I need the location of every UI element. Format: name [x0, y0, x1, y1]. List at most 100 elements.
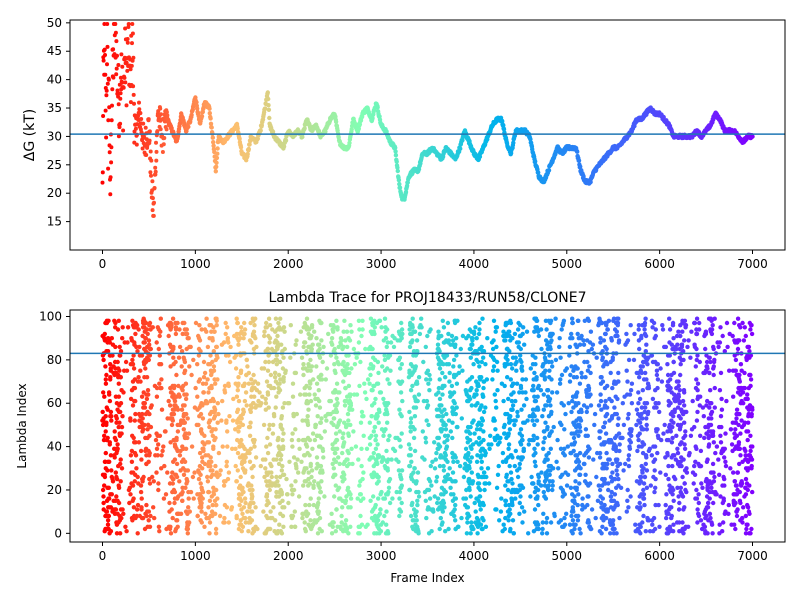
data-point — [400, 398, 405, 404]
data-point — [104, 422, 109, 428]
data-point — [109, 414, 114, 419]
data-point — [398, 390, 404, 395]
data-point — [511, 390, 516, 395]
data-point — [103, 53, 107, 57]
data-point — [419, 316, 424, 321]
data-point — [514, 359, 519, 365]
data-point — [245, 151, 250, 157]
data-point — [419, 325, 424, 330]
data-point — [112, 429, 117, 434]
data-point — [317, 405, 323, 410]
data-point — [115, 327, 121, 332]
data-point — [282, 329, 287, 334]
data-point — [182, 359, 188, 365]
data-point — [206, 489, 212, 495]
data-point — [564, 511, 569, 516]
data-point — [422, 457, 427, 462]
data-point — [386, 489, 391, 495]
data-point — [417, 331, 423, 337]
data-point — [161, 142, 166, 147]
data-point — [172, 398, 178, 404]
data-point — [225, 336, 230, 341]
data-point — [293, 370, 299, 376]
data-point — [571, 509, 576, 514]
data-point — [295, 457, 300, 462]
data-point — [541, 440, 546, 445]
data-point — [372, 424, 378, 430]
data-point — [565, 444, 570, 449]
data-point — [246, 529, 251, 534]
data-point — [342, 440, 347, 445]
data-point — [348, 422, 353, 428]
data-point — [471, 418, 476, 423]
data-point — [262, 329, 267, 334]
data-point — [565, 472, 571, 477]
data-point — [155, 453, 160, 458]
data-point — [229, 505, 235, 510]
data-point — [577, 450, 583, 456]
data-point — [359, 463, 364, 469]
data-point — [382, 496, 388, 501]
data-point — [182, 320, 187, 326]
data-point — [234, 394, 240, 399]
data-point — [410, 338, 415, 343]
data-point — [265, 390, 270, 395]
data-point — [515, 474, 521, 480]
data-point — [393, 149, 398, 154]
data-point — [479, 403, 484, 408]
data-point — [390, 496, 395, 501]
data-point — [243, 515, 248, 521]
data-point — [305, 422, 311, 428]
data-point — [124, 368, 130, 373]
data-point — [440, 509, 445, 514]
data-point — [335, 325, 340, 330]
data-point — [372, 325, 377, 330]
data-point — [300, 515, 305, 521]
data-point — [132, 418, 137, 423]
data-point — [458, 146, 463, 151]
data-point — [554, 459, 559, 464]
data-point — [507, 463, 512, 469]
data-point — [169, 422, 175, 428]
data-point — [309, 333, 314, 339]
data-point — [247, 142, 252, 147]
data-point — [253, 336, 258, 341]
data-point — [435, 496, 441, 501]
data-point — [205, 344, 211, 350]
data-point — [148, 346, 153, 352]
data-point — [172, 489, 178, 495]
data-point — [426, 381, 431, 386]
data-point — [397, 181, 402, 187]
data-point — [279, 414, 284, 419]
data-point — [575, 390, 580, 395]
data-point — [400, 331, 405, 337]
data-point — [107, 459, 112, 464]
data-point — [218, 468, 223, 473]
data-point — [147, 129, 152, 134]
data-point — [547, 368, 552, 373]
data-point — [246, 381, 252, 386]
data-point — [263, 457, 268, 462]
data-point — [287, 401, 292, 406]
data-point — [528, 366, 533, 371]
lambda-trace-plot: Lambda Trace for PROJ18433/RUN58/CLONE7 … — [15, 290, 786, 585]
data-point — [397, 407, 402, 412]
data-point — [453, 502, 458, 508]
data-point — [252, 444, 257, 449]
data-point — [383, 336, 389, 341]
x-tick-label: 2000 — [273, 257, 304, 271]
data-point — [255, 526, 260, 532]
data-point — [115, 88, 120, 93]
data-point — [455, 459, 460, 464]
data-point — [235, 407, 241, 412]
data-point — [543, 420, 548, 425]
data-point — [180, 489, 185, 495]
data-point — [265, 450, 271, 456]
data-point — [348, 403, 354, 408]
data-point — [524, 329, 530, 334]
data-point — [110, 479, 116, 484]
data-point — [243, 468, 248, 473]
data-point — [184, 331, 190, 337]
data-point — [213, 169, 218, 174]
data-point — [511, 531, 516, 536]
